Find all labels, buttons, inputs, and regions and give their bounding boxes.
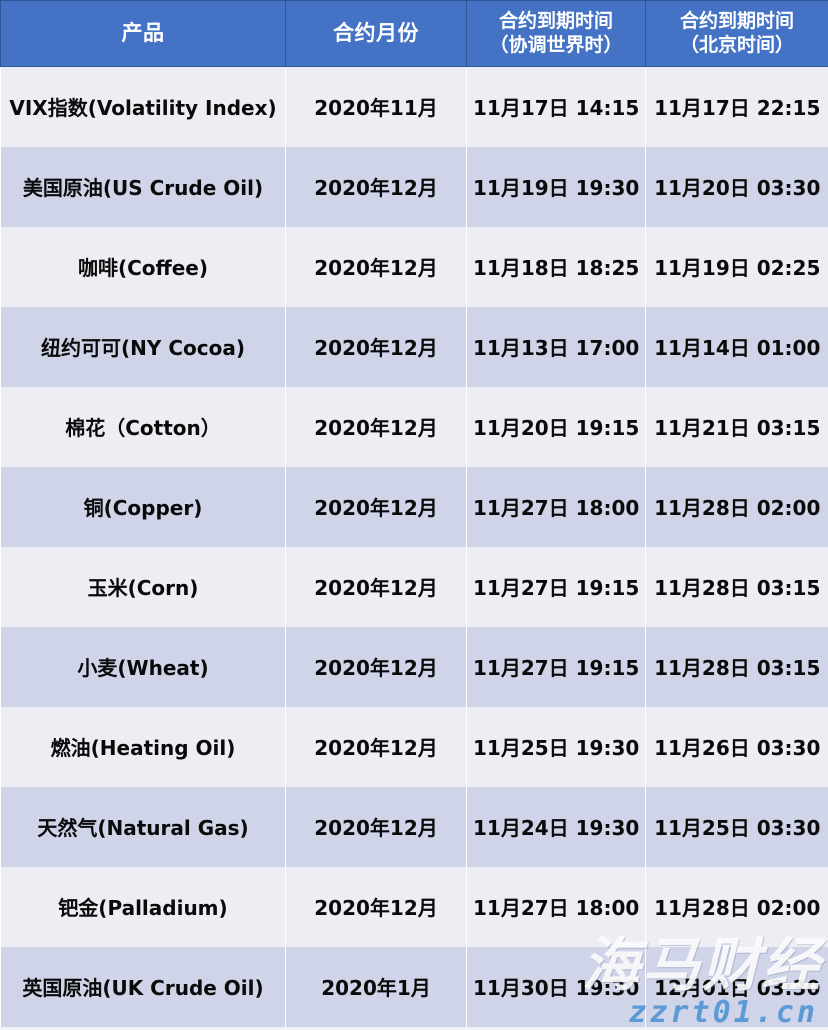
cell-expiry-beijing: 11月28日 03:15	[645, 546, 828, 627]
column-header-expiry-beijing: 合约到期时间 （北京时间）	[645, 0, 828, 67]
cell-contract-month: 2020年12月	[285, 306, 467, 387]
table-row: 钯金(Palladium) 2020年12月 11月27日 18:00 11月28日 …	[0, 866, 828, 947]
column-header-month: 合约月份	[285, 0, 467, 67]
column-header-expiry-utc: 合约到期时间 （协调世界时）	[466, 0, 646, 67]
cell-contract-month: 2020年12月	[285, 466, 467, 547]
cell-product: 英国原油(UK Crude Oil)	[0, 946, 286, 1027]
cell-expiry-utc: 11月25日 19:30	[466, 706, 646, 787]
table-row: 燃油(Heating Oil) 2020年12月 11月25日 19:30 11月26…	[0, 706, 828, 787]
cell-expiry-beijing: 11月20日 03:30	[645, 146, 828, 227]
cell-product: 天然气(Natural Gas)	[0, 786, 286, 867]
table-row: VIX指数(Volatility Index) 2020年11月 11月17日 14…	[0, 66, 828, 147]
cell-expiry-beijing: 11月25日 03:30	[645, 786, 828, 867]
cell-contract-month: 2020年12月	[285, 226, 467, 307]
cell-product: 纽约可可(NY Cocoa)	[0, 306, 286, 387]
table-row: 咖啡(Coffee) 2020年12月 11月18日 18:25 11月19日 02:…	[0, 226, 828, 307]
cell-expiry-utc: 11月18日 18:25	[466, 226, 646, 307]
cell-expiry-beijing: 11月26日 03:30	[645, 706, 828, 787]
cell-contract-month: 2020年12月	[285, 626, 467, 707]
cell-expiry-utc: 11月17日 14:15	[466, 66, 646, 147]
cell-product: 美国原油(US Crude Oil)	[0, 146, 286, 227]
cell-contract-month: 2020年12月	[285, 546, 467, 627]
table-header: 产品 合约月份 合约到期时间 （协调世界时） 合约到期时间 （北京时间）	[0, 0, 828, 67]
table-row: 小麦(Wheat) 2020年12月 11月27日 19:15 11月28日 03:1…	[0, 626, 828, 707]
table-row: 棉花（Cotton） 2020年12月 11月20日 19:15 11月21日 03:…	[0, 386, 828, 467]
cell-product: 燃油(Heating Oil)	[0, 706, 286, 787]
cell-expiry-utc: 11月27日 18:00	[466, 866, 646, 947]
table-row: 英国原油(UK Crude Oil) 2020年1月 11月30日 19:30 12月…	[0, 946, 828, 1027]
cell-contract-month: 2020年12月	[285, 866, 467, 947]
cell-product: 铜(Copper)	[0, 466, 286, 547]
cell-expiry-beijing: 11月28日 02:00	[645, 866, 828, 947]
cell-expiry-utc: 11月24日 19:30	[466, 786, 646, 867]
cell-product: 玉米(Corn)	[0, 546, 286, 627]
cell-product: 小麦(Wheat)	[0, 626, 286, 707]
cell-product: 棉花（Cotton）	[0, 386, 286, 467]
cell-expiry-utc: 11月13日 17:00	[466, 306, 646, 387]
cell-contract-month: 2020年12月	[285, 386, 467, 467]
cell-expiry-beijing: 11月19日 02:25	[645, 226, 828, 307]
table-row: 铜(Copper) 2020年12月 11月27日 18:00 11月28日 02:0…	[0, 466, 828, 547]
cell-expiry-utc: 11月19日 19:30	[466, 146, 646, 227]
cell-expiry-beijing: 11月21日 03:15	[645, 386, 828, 467]
cell-contract-month: 2020年11月	[285, 66, 467, 147]
table-header-row: 产品 合约月份 合约到期时间 （协调世界时） 合约到期时间 （北京时间）	[0, 0, 828, 67]
table-row: 天然气(Natural Gas) 2020年12月 11月24日 19:30 11月2…	[0, 786, 828, 867]
cell-expiry-utc: 11月27日 19:15	[466, 546, 646, 627]
cell-expiry-beijing: 11月28日 03:15	[645, 626, 828, 707]
table-body: VIX指数(Volatility Index) 2020年11月 11月17日 14…	[0, 66, 828, 1027]
cell-contract-month: 2020年12月	[285, 706, 467, 787]
cell-product: VIX指数(Volatility Index)	[0, 66, 286, 147]
cell-expiry-utc: 11月20日 19:15	[466, 386, 646, 467]
table-row: 纽约可可(NY Cocoa) 2020年12月 11月13日 17:00 11月14日…	[0, 306, 828, 387]
column-header-product: 产品	[0, 0, 286, 67]
table-row: 美国原油(US Crude Oil) 2020年12月 11月19日 19:30 11…	[0, 146, 828, 227]
cell-contract-month: 2020年1月	[285, 946, 467, 1027]
cell-product: 钯金(Palladium)	[0, 866, 286, 947]
cell-expiry-beijing: 11月17日 22:15	[645, 66, 828, 147]
cell-expiry-beijing: 12月01日 03:30	[645, 946, 828, 1027]
table-row: 玉米(Corn) 2020年12月 11月27日 19:15 11月28日 03:15	[0, 546, 828, 627]
cell-expiry-beijing: 11月28日 02:00	[645, 466, 828, 547]
cell-expiry-utc: 11月27日 18:00	[466, 466, 646, 547]
cell-expiry-utc: 11月30日 19:30	[466, 946, 646, 1027]
cell-contract-month: 2020年12月	[285, 146, 467, 227]
cell-expiry-utc: 11月27日 19:15	[466, 626, 646, 707]
cell-product: 咖啡(Coffee)	[0, 226, 286, 307]
cell-contract-month: 2020年12月	[285, 786, 467, 867]
cell-expiry-beijing: 11月14日 01:00	[645, 306, 828, 387]
